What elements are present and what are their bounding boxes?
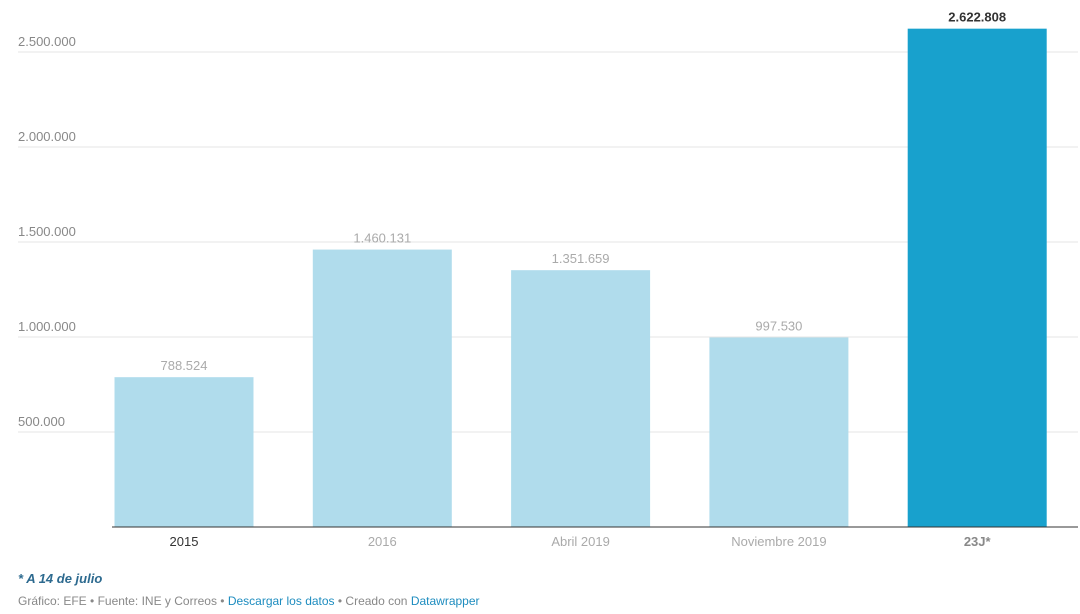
value-label: 1.460.131 — [353, 231, 411, 246]
credit-graphic: Gráfico: EFE — [18, 594, 87, 608]
bar-chart: 500.000 1.000.000 1.500.000 2.000.000 2.500.… — [18, 10, 1078, 549]
datawrapper-link[interactable]: Datawrapper — [410, 594, 480, 608]
bar — [709, 337, 849, 527]
bar — [907, 28, 1047, 528]
separator: • — [86, 594, 98, 608]
download-data-link[interactable]: Descargar los datos — [227, 594, 335, 608]
y-tick-label: 2.000.000 — [18, 129, 76, 144]
bar — [114, 377, 254, 527]
value-labels: 788.524 1.460.131 1.351.659 997.530 2.622.80… — [161, 10, 1007, 374]
y-tick-label: 1.000.000 — [18, 319, 76, 334]
y-tick-label: 1.500.000 — [18, 224, 76, 239]
separator: • — [334, 594, 346, 608]
y-tick-label: 500.000 — [18, 414, 65, 429]
value-label: 2.622.808 — [948, 10, 1006, 25]
separator: • — [216, 594, 228, 608]
x-tick-label: Abril 2019 — [551, 534, 610, 549]
value-label: 1.351.659 — [552, 251, 610, 266]
x-axis: 2015 2016 Abril 2019 Noviembre 2019 23J* — [170, 534, 992, 549]
x-tick-label: 23J* — [964, 534, 992, 549]
bars — [114, 28, 1047, 528]
value-label: 997.530 — [755, 318, 802, 333]
chart-footer: Gráfico: EFE • Fuente: INE y Correos • D… — [18, 594, 480, 608]
y-tick-label: 2.500.000 — [18, 34, 76, 49]
bar — [511, 270, 651, 527]
bar — [312, 249, 452, 527]
x-tick-label: Noviembre 2019 — [731, 534, 826, 549]
y-axis: 500.000 1.000.000 1.500.000 2.000.000 2.500.… — [18, 34, 76, 429]
created-with-text: Creado con — [345, 594, 408, 608]
x-tick-label: 2015 — [170, 534, 199, 549]
value-label: 788.524 — [161, 358, 208, 373]
footnote: * A 14 de julio — [18, 571, 103, 586]
gridlines — [18, 51, 1078, 433]
credit-source: Fuente: INE y Correos — [97, 594, 217, 608]
x-tick-label: 2016 — [368, 534, 397, 549]
